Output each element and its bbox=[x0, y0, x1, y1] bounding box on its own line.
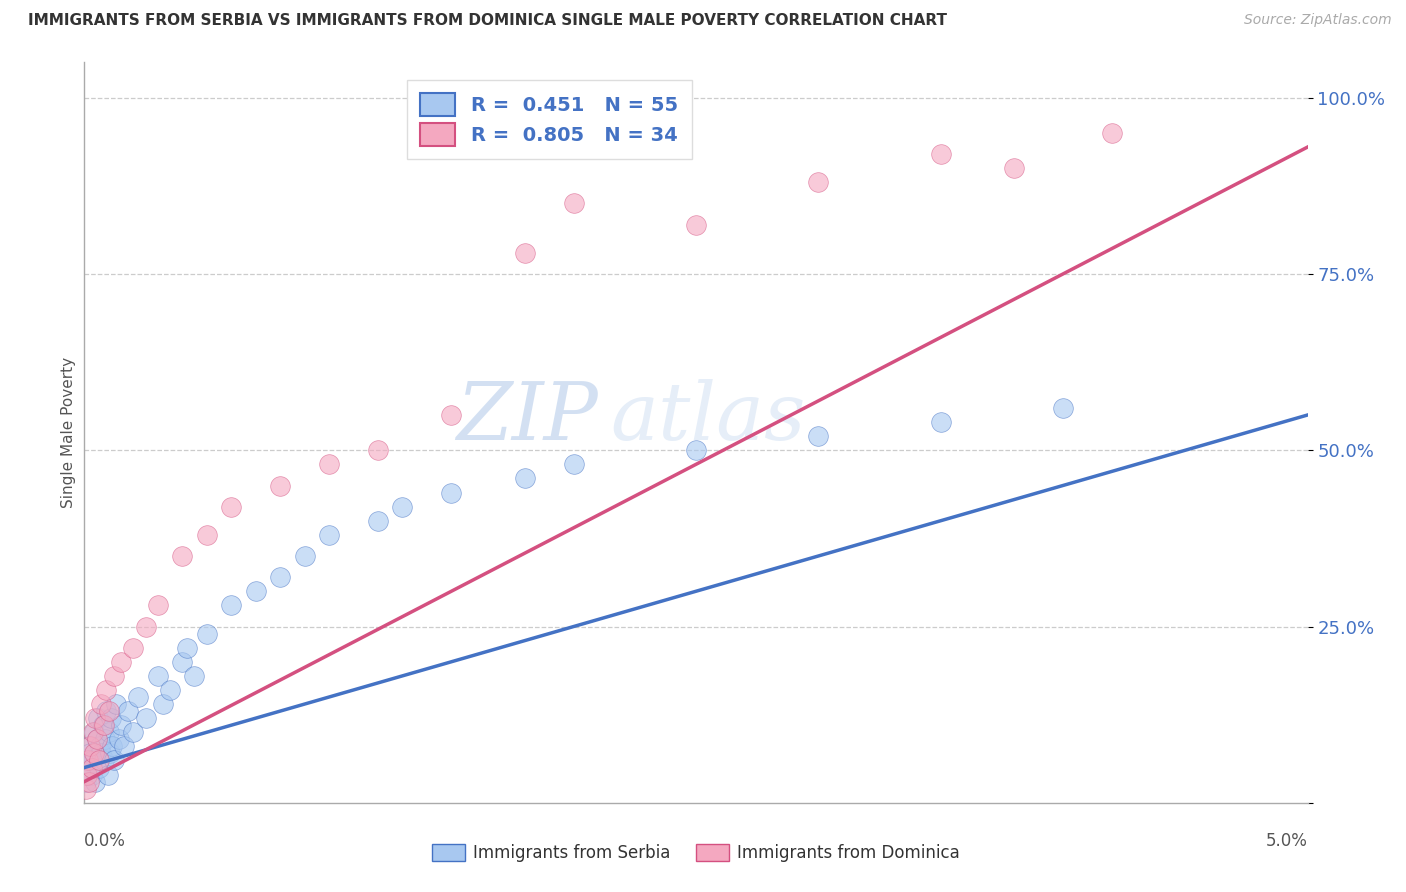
Point bbox=[440, 408, 463, 422]
Point bbox=[82, 754, 104, 768]
Point bbox=[79, 739, 101, 754]
Point bbox=[100, 711, 122, 725]
Point bbox=[96, 683, 118, 698]
Point bbox=[75, 774, 97, 789]
Point bbox=[98, 747, 121, 761]
Point bbox=[86, 732, 108, 747]
Point bbox=[391, 500, 413, 514]
Point bbox=[176, 640, 198, 655]
Point bbox=[929, 147, 952, 161]
Text: 0.0%: 0.0% bbox=[84, 832, 127, 850]
Point bbox=[87, 760, 110, 774]
Point bbox=[90, 697, 112, 711]
Point bbox=[172, 655, 194, 669]
Point bbox=[807, 175, 830, 189]
Point bbox=[110, 655, 132, 669]
Point bbox=[77, 754, 100, 768]
Point bbox=[91, 718, 114, 732]
Point bbox=[135, 711, 157, 725]
Point bbox=[513, 245, 536, 260]
Point bbox=[97, 767, 120, 781]
Point bbox=[685, 218, 707, 232]
Point bbox=[367, 514, 389, 528]
Point bbox=[117, 704, 139, 718]
Point bbox=[562, 196, 585, 211]
Point bbox=[103, 669, 125, 683]
Point bbox=[90, 747, 112, 761]
Point bbox=[562, 458, 585, 472]
Point bbox=[685, 443, 707, 458]
Point bbox=[94, 732, 117, 747]
Point bbox=[76, 767, 98, 781]
Point bbox=[513, 471, 536, 485]
Point bbox=[83, 725, 105, 739]
Point bbox=[77, 774, 100, 789]
Point bbox=[79, 747, 101, 761]
Point bbox=[76, 760, 98, 774]
Point bbox=[93, 718, 115, 732]
Point bbox=[80, 760, 103, 774]
Legend: R =  0.451   N = 55, R =  0.805   N = 34: R = 0.451 N = 55, R = 0.805 N = 34 bbox=[406, 79, 692, 160]
Point bbox=[105, 697, 128, 711]
Text: IMMIGRANTS FROM SERBIA VS IMMIGRANTS FROM DOMINICA SINGLE MALE POVERTY CORRELATI: IMMIGRANTS FROM SERBIA VS IMMIGRANTS FRO… bbox=[28, 13, 948, 29]
Point bbox=[146, 669, 169, 683]
Point bbox=[152, 697, 174, 711]
Point bbox=[367, 443, 389, 458]
Point bbox=[107, 732, 129, 747]
Point bbox=[84, 711, 107, 725]
Point bbox=[93, 754, 115, 768]
Point bbox=[103, 754, 125, 768]
Point bbox=[219, 500, 242, 514]
Text: ZIP: ZIP bbox=[457, 379, 598, 457]
Point bbox=[807, 429, 830, 443]
Point bbox=[75, 781, 97, 796]
Point bbox=[318, 528, 340, 542]
Point bbox=[97, 725, 120, 739]
Point bbox=[195, 626, 218, 640]
Point bbox=[83, 747, 105, 761]
Point bbox=[146, 599, 169, 613]
Point bbox=[86, 732, 108, 747]
Point bbox=[172, 549, 194, 563]
Point bbox=[89, 739, 111, 754]
Point bbox=[112, 739, 135, 754]
Point bbox=[245, 584, 267, 599]
Point bbox=[97, 704, 120, 718]
Point bbox=[183, 669, 205, 683]
Point bbox=[110, 718, 132, 732]
Point bbox=[135, 619, 157, 633]
Point bbox=[440, 485, 463, 500]
Point bbox=[82, 725, 104, 739]
Text: atlas: atlas bbox=[610, 379, 806, 457]
Point bbox=[294, 549, 316, 563]
Point bbox=[87, 754, 110, 768]
Point bbox=[76, 767, 98, 781]
Point bbox=[1052, 401, 1074, 415]
Point bbox=[96, 704, 118, 718]
Point bbox=[77, 754, 100, 768]
Point bbox=[219, 599, 242, 613]
Point bbox=[318, 458, 340, 472]
Point bbox=[195, 528, 218, 542]
Point bbox=[101, 739, 124, 754]
Point bbox=[122, 640, 145, 655]
Point bbox=[929, 415, 952, 429]
Point bbox=[1101, 126, 1123, 140]
Point bbox=[269, 478, 291, 492]
Point bbox=[127, 690, 149, 704]
Point bbox=[159, 683, 181, 698]
Y-axis label: Single Male Poverty: Single Male Poverty bbox=[60, 357, 76, 508]
Point bbox=[80, 767, 103, 781]
Text: 5.0%: 5.0% bbox=[1265, 832, 1308, 850]
Point bbox=[122, 725, 145, 739]
Point bbox=[269, 570, 291, 584]
Point bbox=[79, 760, 101, 774]
Point bbox=[84, 774, 107, 789]
Point bbox=[87, 711, 110, 725]
Point bbox=[77, 739, 100, 754]
Text: Source: ZipAtlas.com: Source: ZipAtlas.com bbox=[1244, 13, 1392, 28]
Point bbox=[1002, 161, 1025, 176]
